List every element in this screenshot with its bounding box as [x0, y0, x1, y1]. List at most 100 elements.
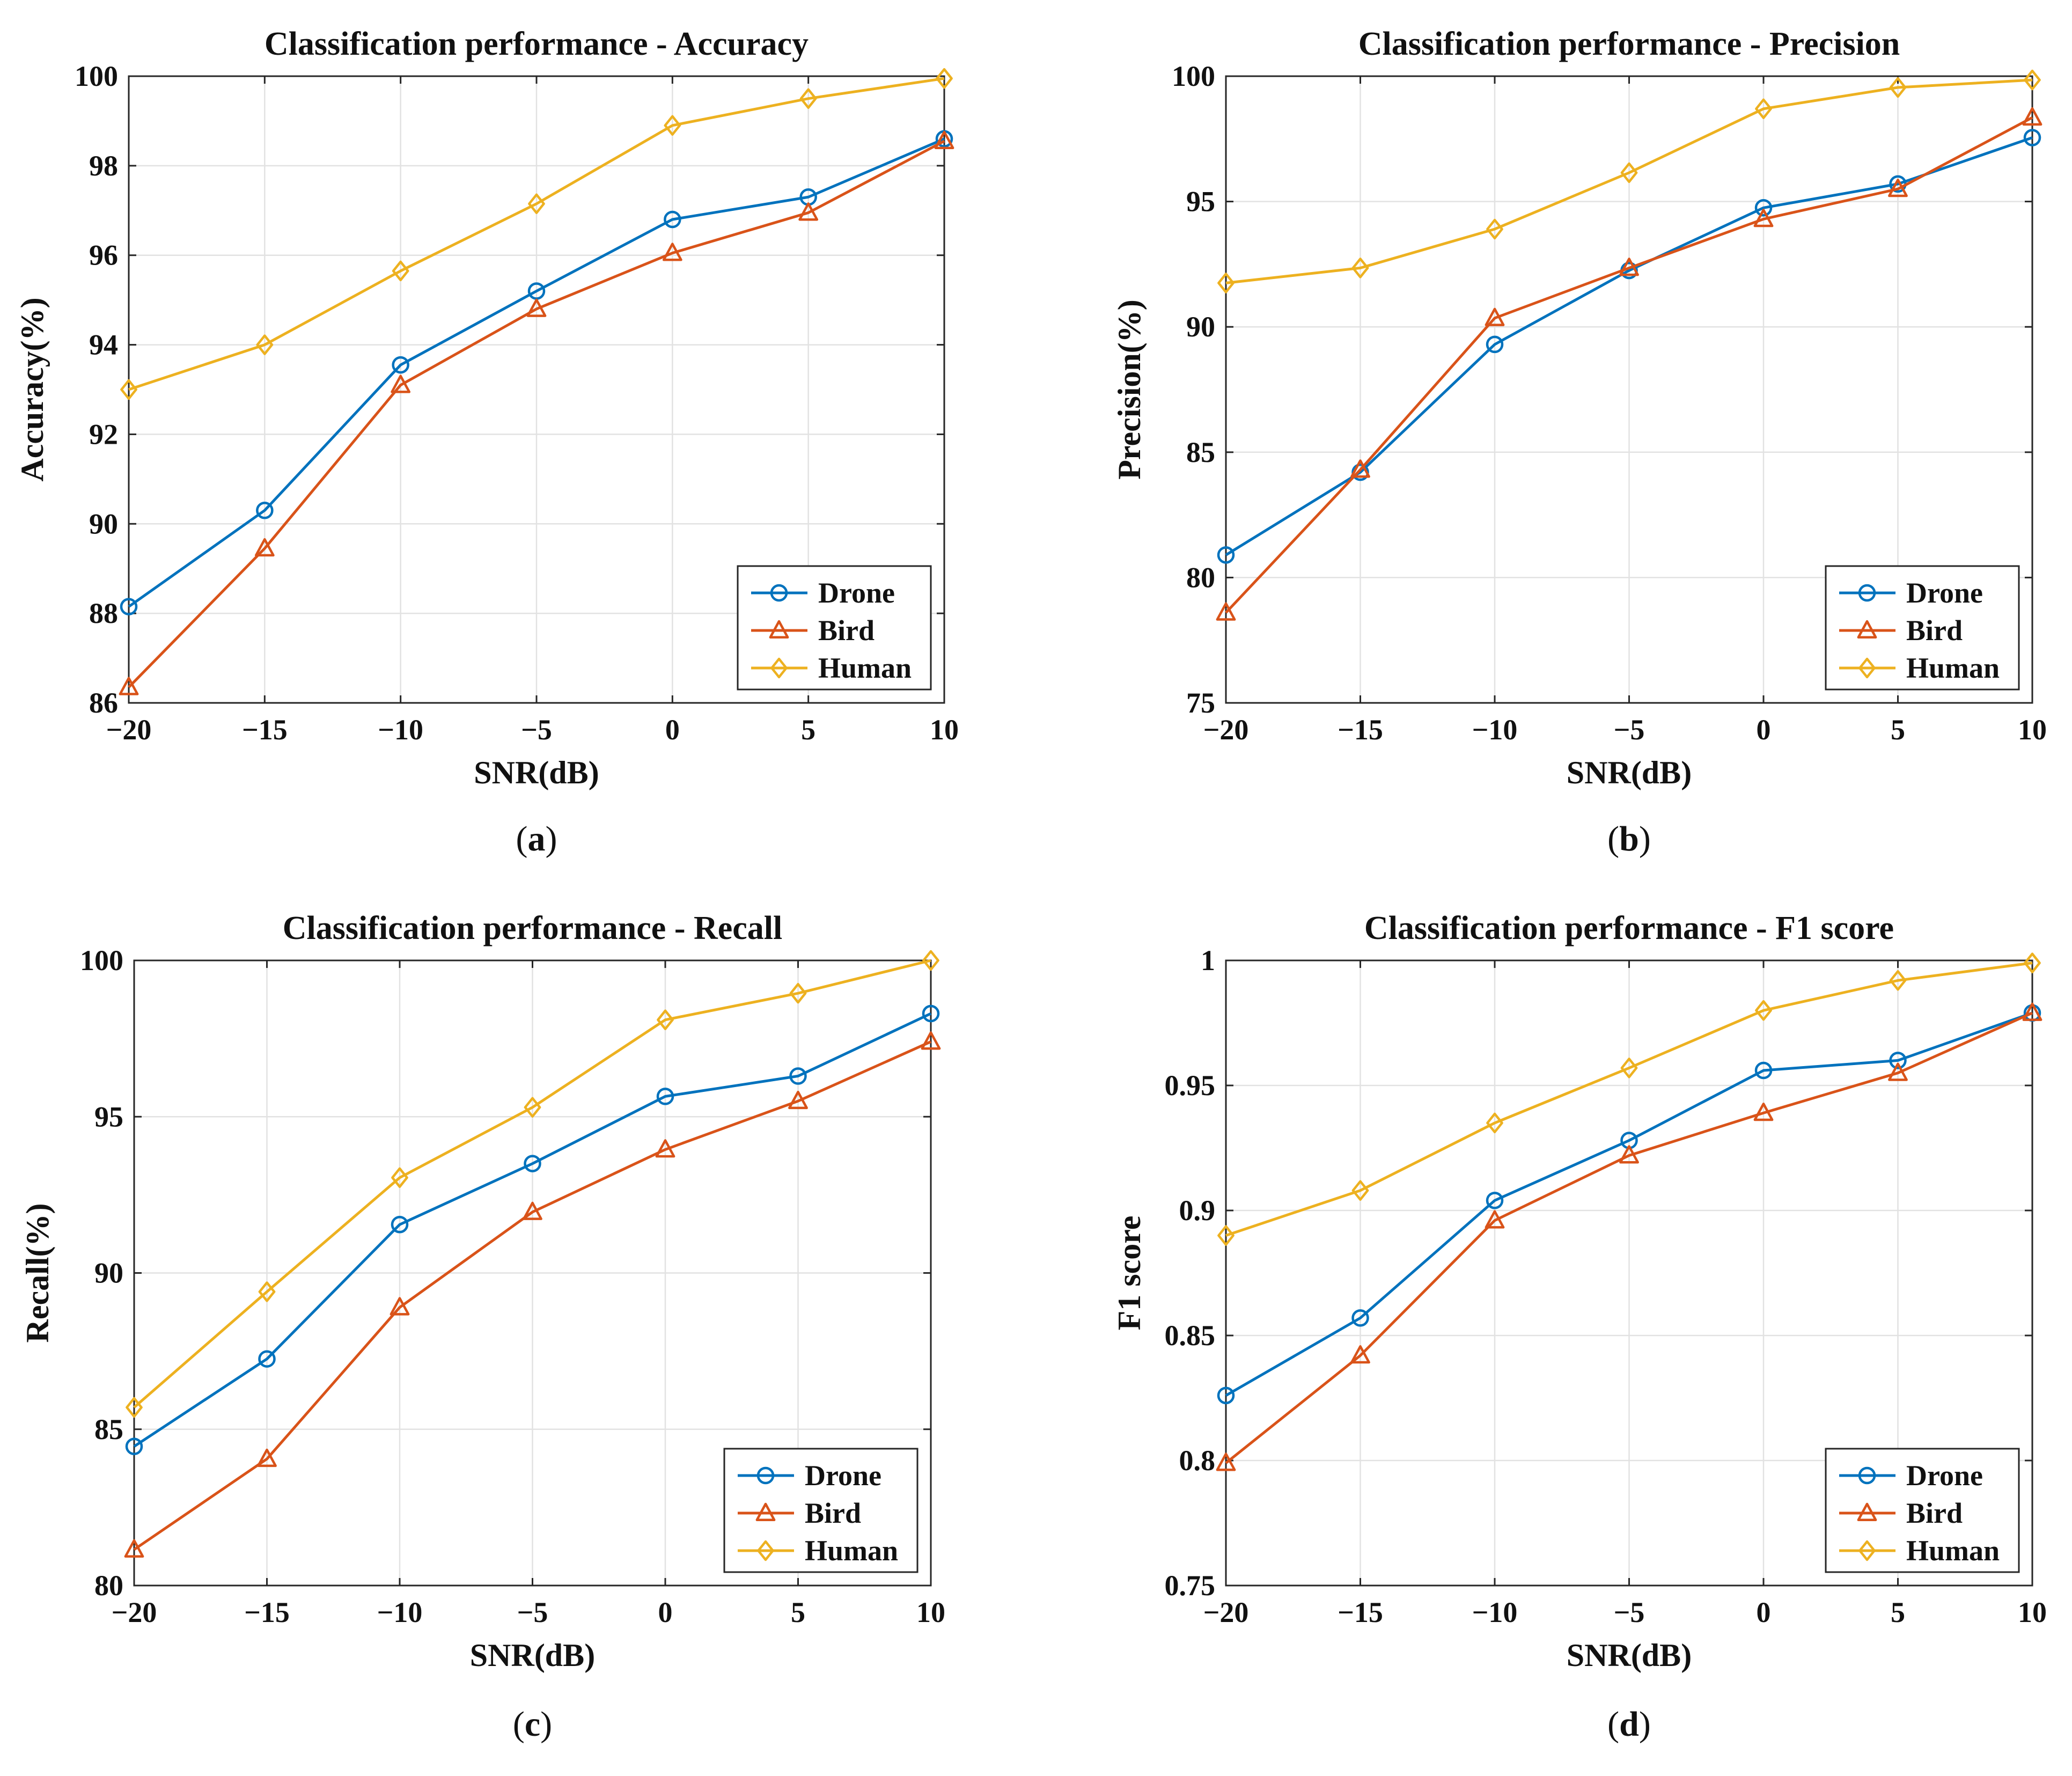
- y-tick-label: 0.85: [1165, 1319, 1216, 1352]
- data-point-human: [1217, 273, 1235, 293]
- x-axis-label: SNR(dB): [470, 1638, 595, 1673]
- legend-marker-bird: [1857, 620, 1877, 639]
- data-point-human: [1351, 258, 1369, 278]
- y-tick-label: 90: [89, 508, 118, 540]
- data-point-bird: [1485, 307, 1505, 326]
- legend-marker-human: [1858, 1540, 1876, 1561]
- data-point-drone: [1486, 335, 1504, 354]
- series-line-human: [128, 77, 945, 391]
- data-point-bird: [1216, 602, 1236, 621]
- y-tick-label: 100: [1172, 60, 1215, 92]
- series-line-drone: [133, 1012, 932, 1448]
- data-point-drone: [1486, 1192, 1504, 1209]
- x-tick-label: −15: [244, 1596, 290, 1628]
- panel-caption: (b): [1607, 819, 1651, 858]
- data-point-bird: [921, 1031, 941, 1050]
- x-axis-label: SNR(dB): [1567, 755, 1692, 790]
- legend-label-bird: Bird: [1906, 1497, 1963, 1529]
- data-point-human: [1889, 970, 1907, 991]
- data-point-bird: [119, 677, 139, 695]
- x-tick-label: 10: [2018, 1596, 2047, 1628]
- y-tick-label: 80: [94, 1569, 123, 1602]
- data-point-drone: [392, 356, 409, 374]
- legend-label-human: Human: [805, 1535, 898, 1567]
- y-tick-label: 85: [94, 1413, 123, 1445]
- data-point-human: [524, 1097, 541, 1118]
- data-point-human: [799, 88, 817, 109]
- data-point-human: [1755, 1000, 1772, 1021]
- data-point-bird: [798, 202, 819, 221]
- data-point-human: [126, 1397, 143, 1418]
- legend-marker-bird: [769, 620, 789, 639]
- data-point-bird: [124, 1539, 144, 1558]
- series-line-drone: [128, 137, 945, 608]
- legend: Drone Bird Human: [1825, 565, 2020, 691]
- panel-label: d: [1619, 1705, 1639, 1744]
- data-point-bird: [655, 1139, 675, 1158]
- data-point-human: [258, 1281, 276, 1302]
- x-tick-label: −5: [1614, 1596, 1645, 1628]
- data-point-drone: [1754, 1061, 1773, 1080]
- data-point-bird: [1753, 209, 1774, 227]
- y-tick-label: 80: [1186, 561, 1215, 593]
- data-point-human: [528, 193, 545, 215]
- chart-title: Classification performance - Precision: [1358, 26, 1900, 62]
- data-point-drone: [656, 1088, 674, 1105]
- panel-caption: (c): [513, 1705, 552, 1744]
- x-tick-label: −20: [1203, 1596, 1249, 1628]
- data-point-bird: [391, 375, 411, 393]
- x-tick-label: −10: [1472, 714, 1518, 746]
- data-point-bird: [1485, 1210, 1505, 1229]
- y-tick-label: 100: [80, 944, 123, 977]
- x-tick-label: −20: [112, 1596, 157, 1628]
- chart-title: Classification performance - Recall: [283, 910, 782, 946]
- panel-label: a: [528, 819, 546, 858]
- x-tick-label: −5: [1614, 714, 1645, 746]
- series-line-human: [133, 959, 931, 1408]
- y-axis-label: Accuracy(%): [14, 297, 50, 481]
- x-tick-label: 0: [1757, 1596, 1771, 1628]
- legend-label-drone: Drone: [1906, 577, 1983, 609]
- data-point-bird: [1619, 1145, 1639, 1164]
- chart-panel-d: −20 −15 −10 −5 0 5 10 0.75 0.8 0.85 0.9 0.95 1 Classi…: [1112, 910, 2047, 1744]
- series-line-bird: [1225, 116, 2033, 614]
- data-point-human: [664, 115, 681, 136]
- legend-marker-bird: [755, 1502, 776, 1521]
- series-line-bird: [1225, 1011, 2033, 1464]
- chart-title: Classification performance - F1 score: [1364, 910, 1894, 946]
- data-point-human: [391, 1167, 408, 1188]
- data-point-bird: [523, 1201, 542, 1220]
- y-tick-label: 0.95: [1165, 1069, 1216, 1102]
- panel-caption: (d): [1607, 1705, 1651, 1744]
- data-point-human: [1620, 1058, 1638, 1078]
- data-point-human: [2024, 952, 2041, 973]
- y-tick-label: 1: [1201, 944, 1215, 977]
- panel-label: b: [1619, 819, 1639, 858]
- legend-marker-drone: [770, 584, 788, 602]
- data-point-drone: [1351, 1309, 1369, 1327]
- x-tick-label: 0: [665, 714, 680, 746]
- data-point-bird: [1888, 1062, 1908, 1081]
- legend-label-human: Human: [818, 652, 912, 684]
- data-point-bird: [788, 1090, 808, 1110]
- chart-panel-c: −20 −15 −10 −5 0 5 10 80 85 90 95 100 Classification…: [20, 910, 945, 1744]
- legend-marker-drone: [756, 1466, 775, 1485]
- data-point-drone: [125, 1437, 143, 1456]
- y-tick-label: 95: [1186, 186, 1215, 218]
- x-tick-label: −15: [1338, 1596, 1383, 1628]
- data-point-bird: [526, 298, 547, 317]
- y-tick-label: 75: [1186, 687, 1215, 719]
- x-axis-label: SNR(dB): [1567, 1638, 1692, 1673]
- data-point-bird: [1216, 1452, 1236, 1471]
- legend-marker-drone: [1858, 1466, 1876, 1485]
- x-tick-label: 5: [791, 1596, 805, 1628]
- data-point-drone: [1217, 546, 1235, 564]
- y-tick-label: 100: [75, 60, 118, 92]
- series-line-drone: [1225, 136, 2033, 556]
- y-tick-label: 0.9: [1179, 1194, 1216, 1227]
- series-line-drone: [1225, 1011, 2033, 1397]
- data-point-human: [120, 379, 137, 400]
- x-tick-label: 10: [2018, 714, 2047, 746]
- data-point-human: [1486, 218, 1503, 240]
